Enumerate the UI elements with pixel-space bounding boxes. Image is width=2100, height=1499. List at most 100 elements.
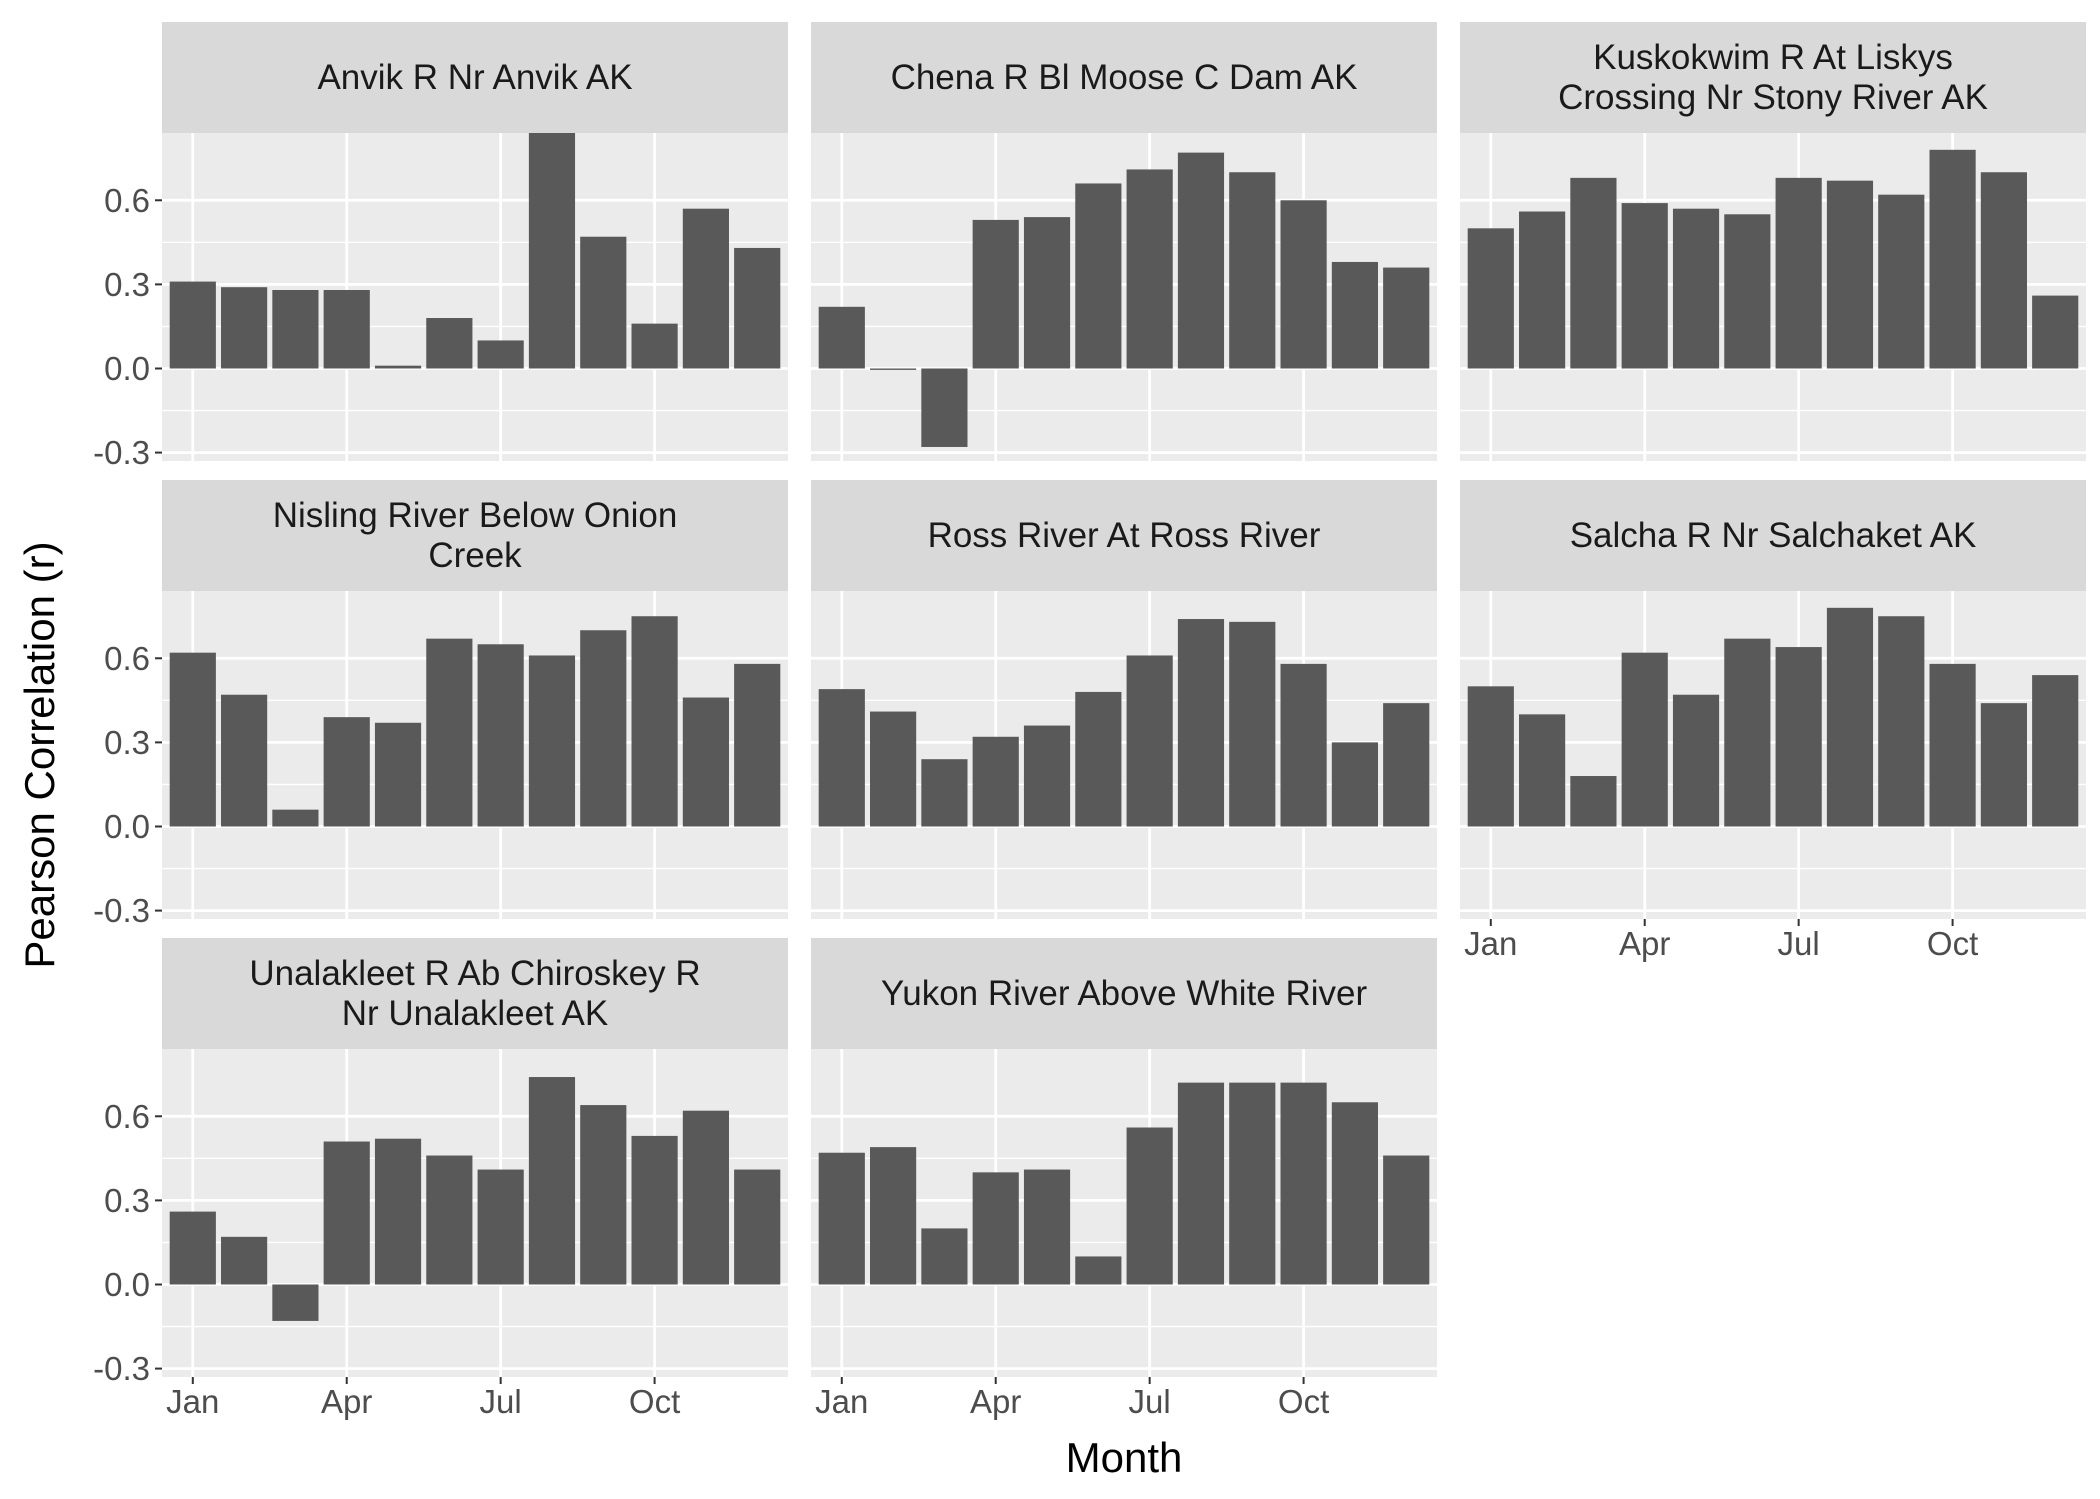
bar-month-4 bbox=[972, 736, 1019, 827]
bar-month-3 bbox=[272, 809, 319, 827]
facet-strip bbox=[1460, 480, 2086, 591]
bar-month-9 bbox=[580, 630, 627, 827]
bar-month-9 bbox=[580, 1105, 627, 1285]
bar-month-7 bbox=[477, 1169, 524, 1285]
bar-month-9 bbox=[1878, 194, 1925, 369]
y-tick-label: 0.0 bbox=[104, 808, 150, 845]
facet-panel-1: Anvik R Nr Anvik AK -0.3 0.0 0.3 0.6 bbox=[93, 22, 788, 471]
facet-title: Anvik R Nr Anvik AK bbox=[317, 58, 632, 97]
bar-month-5 bbox=[374, 365, 422, 369]
facet-strip bbox=[811, 938, 1437, 1049]
y-tick-label: 0.3 bbox=[104, 1182, 150, 1219]
x-tick-label: Jan bbox=[166, 1383, 219, 1420]
bar-month-2 bbox=[221, 694, 268, 827]
bar-month-10 bbox=[1280, 1082, 1327, 1285]
bar-month-1 bbox=[169, 1211, 216, 1285]
bar-month-11 bbox=[682, 1110, 729, 1285]
facet-title: Ross River At Ross River bbox=[928, 516, 1321, 555]
bar-month-8 bbox=[528, 133, 576, 369]
x-tick-label: Jan bbox=[1464, 925, 1517, 962]
bar-month-9 bbox=[580, 236, 627, 369]
facet-strip bbox=[162, 480, 788, 591]
bar-month-4 bbox=[323, 289, 370, 369]
y-tick-label: 0.0 bbox=[104, 1266, 150, 1303]
bar-month-5 bbox=[374, 722, 422, 827]
bar-month-11 bbox=[1331, 742, 1378, 827]
bar-month-9 bbox=[1878, 616, 1925, 827]
y-tick-label: -0.3 bbox=[93, 434, 150, 471]
x-tick-label: Apr bbox=[1619, 925, 1670, 962]
bar-month-6 bbox=[426, 638, 473, 827]
bar-month-10 bbox=[631, 323, 678, 369]
bar-month-10 bbox=[1929, 149, 1976, 369]
facet-strip bbox=[811, 22, 1437, 133]
x-tick-label: Apr bbox=[321, 1383, 372, 1420]
bar-month-11 bbox=[682, 697, 729, 827]
facet-panel-6: Salcha R Nr Salchaket AK Jan Apr Jul Oct bbox=[1460, 480, 2086, 962]
bar-month-10 bbox=[631, 1135, 678, 1285]
bar-month-9 bbox=[1229, 172, 1276, 369]
bar-month-1 bbox=[818, 1152, 865, 1285]
x-tick-label: Jan bbox=[815, 1383, 868, 1420]
bar-month-2 bbox=[1519, 211, 1566, 369]
bar-month-3 bbox=[272, 1284, 319, 1321]
bar-month-12 bbox=[734, 1169, 781, 1285]
facet-panel-5: Ross River At Ross River bbox=[811, 480, 1437, 919]
bar-month-12 bbox=[1383, 1155, 1430, 1285]
y-tick-label: 0.6 bbox=[104, 640, 150, 677]
facet-title: Nr Unalakleet AK bbox=[342, 994, 609, 1033]
bar-month-10 bbox=[631, 616, 678, 827]
x-tick-label: Oct bbox=[1927, 925, 1978, 962]
bar-month-10 bbox=[1280, 663, 1327, 827]
facet-strip bbox=[1460, 22, 2086, 133]
bar-month-12 bbox=[2032, 295, 2079, 369]
bar-month-3 bbox=[1570, 776, 1617, 827]
x-tick-label: Jul bbox=[1129, 1383, 1171, 1420]
bar-month-5 bbox=[1023, 1169, 1071, 1285]
bar-month-8 bbox=[528, 1077, 576, 1285]
bar-month-5 bbox=[374, 1138, 422, 1285]
facet-strip bbox=[162, 938, 788, 1049]
bar-month-7 bbox=[1126, 1127, 1173, 1285]
y-tick-label: -0.3 bbox=[93, 892, 150, 929]
bar-month-8 bbox=[1177, 152, 1225, 369]
bar-month-7 bbox=[1126, 655, 1173, 827]
y-tick-label: -0.3 bbox=[93, 1350, 150, 1387]
bar-month-7 bbox=[1775, 177, 1822, 369]
bar-month-8 bbox=[528, 655, 576, 827]
bar-month-11 bbox=[682, 208, 729, 369]
facet-title: Unalakleet R Ab Chiroskey R bbox=[249, 954, 700, 993]
bar-month-12 bbox=[1383, 703, 1430, 827]
bar-month-6 bbox=[426, 318, 473, 369]
bar-month-11 bbox=[1331, 261, 1378, 369]
bar-month-10 bbox=[1929, 663, 1976, 827]
bar-month-8 bbox=[1177, 619, 1225, 827]
bar-month-12 bbox=[1383, 267, 1430, 369]
bar-month-2 bbox=[870, 368, 917, 370]
bar-month-3 bbox=[272, 289, 319, 369]
bar-month-6 bbox=[1724, 638, 1771, 827]
facet-panel-8: Yukon River Above White River Jan Apr Jul Oc… bbox=[811, 938, 1437, 1420]
y-tick-label: 0.0 bbox=[104, 350, 150, 387]
bar-month-9 bbox=[1229, 621, 1276, 827]
bar-month-4 bbox=[1621, 652, 1668, 827]
y-axis-title: Pearson Correlation (r) bbox=[16, 541, 63, 968]
bar-month-8 bbox=[1826, 180, 1874, 369]
bar-month-3 bbox=[921, 1228, 968, 1285]
bar-month-11 bbox=[1980, 172, 2027, 369]
bar-month-4 bbox=[323, 1141, 370, 1285]
y-tick-label: 0.3 bbox=[104, 266, 150, 303]
facet-title: Yukon River Above White River bbox=[881, 974, 1368, 1013]
facet-title: Creek bbox=[428, 536, 522, 575]
y-tick-label: 0.3 bbox=[104, 724, 150, 761]
bar-month-2 bbox=[221, 1236, 268, 1285]
bar-month-2 bbox=[870, 1147, 917, 1285]
x-tick-label: Apr bbox=[970, 1383, 1021, 1420]
bar-month-7 bbox=[477, 644, 524, 827]
bar-month-11 bbox=[1331, 1102, 1378, 1285]
bar-month-6 bbox=[1075, 183, 1122, 369]
facet-title: Kuskokwim R At Liskys bbox=[1593, 38, 1953, 77]
bar-month-1 bbox=[1467, 686, 1514, 827]
